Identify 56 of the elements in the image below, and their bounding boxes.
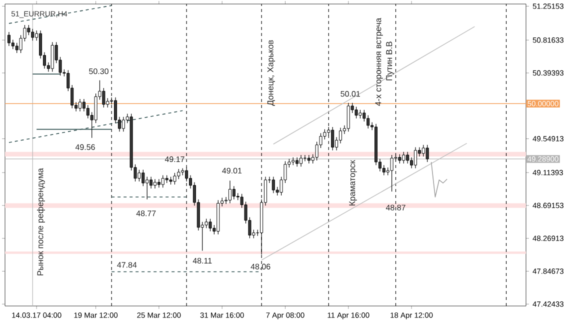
candlestick	[82, 98, 86, 112]
annotation: 50.01	[340, 91, 360, 97]
candlestick	[204, 218, 208, 228]
candlestick	[362, 110, 366, 122]
candlestick	[422, 144, 425, 157]
candlestick	[228, 180, 232, 204]
candlestick	[382, 164, 386, 176]
candlestick	[50, 42, 54, 72]
annotation: 48.77	[136, 210, 156, 216]
candlestick	[346, 102, 350, 132]
candlestick	[208, 218, 212, 232]
candlestick	[414, 146, 417, 169]
candlestick	[390, 154, 394, 192]
annotation: Краматорск	[349, 160, 357, 206]
candlestick	[78, 98, 82, 112]
candlestick	[300, 154, 303, 167]
annotation: Путин В.В	[386, 42, 394, 80]
candlestick	[331, 126, 334, 151]
annotation: 49.17	[164, 156, 184, 162]
candlestick	[94, 93, 98, 124]
candlestick	[161, 174, 164, 188]
annotation: 48.87	[386, 204, 406, 210]
annotation: 48.11	[192, 258, 212, 264]
candlestick	[31, 28, 34, 41]
candlestick	[232, 186, 236, 200]
annotation: 49.01	[222, 168, 242, 174]
candlestick	[86, 104, 90, 119]
candlestick	[177, 168, 180, 180]
candlestick	[142, 169, 145, 186]
candlestick	[366, 114, 370, 129]
annotation: 50.30	[89, 68, 108, 74]
annotation: 4-х сторонняя встреча	[375, 18, 383, 106]
candlestick	[296, 157, 299, 167]
candlestick	[138, 169, 141, 182]
candlestick	[272, 176, 275, 194]
annotation: 48.06	[250, 264, 270, 270]
annotation: 49.56	[75, 144, 95, 150]
candlestick	[7, 32, 10, 46]
annotation: Рынок после референдума	[36, 168, 45, 276]
annotation: Донецк, Харьков	[267, 40, 276, 106]
candlestick	[406, 152, 410, 164]
candlestick	[122, 116, 125, 132]
candlestick	[150, 176, 153, 189]
candlestick	[426, 144, 429, 162]
candlestick	[402, 152, 406, 164]
candlestick	[338, 127, 342, 144]
candlestick	[173, 172, 176, 185]
candlestick	[398, 154, 402, 164]
candlestick	[27, 24, 30, 36]
candlestick	[146, 176, 149, 200]
line-series	[430, 162, 448, 198]
candlestick	[102, 88, 106, 108]
candlestick	[157, 178, 160, 188]
annotation: 47.84	[117, 262, 137, 268]
candlestick	[354, 106, 358, 119]
candlestick	[153, 178, 157, 189]
